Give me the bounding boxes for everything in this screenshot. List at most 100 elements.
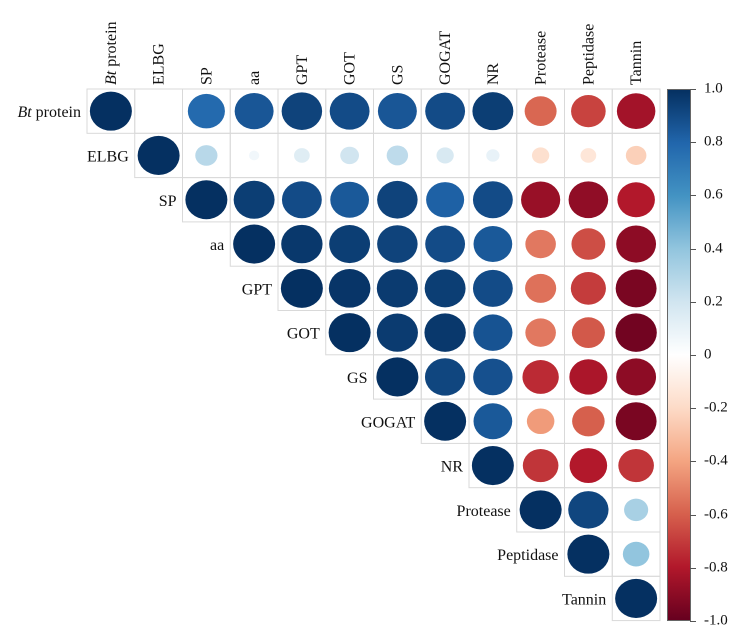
correlation-circle-aa-peptidase <box>571 228 606 260</box>
grid-cell <box>611 575 661 622</box>
row-label-elbg: ELBG <box>87 148 129 165</box>
correlation-circle-got-gogat <box>424 313 466 352</box>
correlation-circle-elbg-got <box>340 146 360 165</box>
colorbar-tick-label: 0.6 <box>704 186 723 203</box>
correlation-circle-gpt-peptidase <box>570 272 606 305</box>
correlation-circle-gogat-tannin <box>615 402 657 441</box>
row-label-gogat: GOGAT <box>361 414 415 431</box>
correlation-circle-got-peptidase <box>571 317 605 349</box>
correlation-circle-protease-protease <box>519 490 562 530</box>
correlation-circle-aa-gogat <box>425 225 466 263</box>
correlation-circle-got-got <box>328 313 371 353</box>
colorbar-tick-label: -0.6 <box>704 506 728 523</box>
column-label-sp: SP <box>198 67 215 85</box>
correlation-circle-got-nr <box>473 314 513 351</box>
correlation-circle-gpt-gogat <box>424 269 466 308</box>
column-label-bt-protein: Bt protein <box>103 21 120 85</box>
colorbar <box>667 89 691 621</box>
colorbar-tick-mark <box>690 621 696 622</box>
colorbar-tick-mark <box>690 142 696 144</box>
correlation-circle-bt-protein-gogat <box>425 92 466 130</box>
column-label-gpt: GPT <box>294 55 311 85</box>
correlation-circle-sp-got <box>330 181 369 218</box>
correlation-circle-gogat-protease <box>526 408 555 435</box>
correlation-circle-peptidase-peptidase <box>567 534 610 574</box>
column-label-protease: Protease <box>533 31 550 85</box>
correlation-circle-bt-protein-tannin <box>616 93 656 130</box>
correlation-circle-gpt-got <box>328 269 371 308</box>
row-label-got: GOT <box>287 326 320 343</box>
correlation-circle-got-tannin <box>615 313 657 352</box>
correlation-circle-protease-tannin <box>624 498 649 522</box>
correlation-circle-elbg-protease <box>531 147 550 164</box>
correlation-circle-elbg-gogat <box>436 147 454 164</box>
colorbar-tick-mark <box>690 89 696 90</box>
colorbar-tick-label: 1.0 <box>704 80 723 97</box>
column-label-elbg: ELBG <box>151 43 168 85</box>
row-label-tannin: Tannin <box>562 591 606 608</box>
correlation-circle-sp-protease <box>521 181 561 218</box>
correlation-circle-elbg-nr <box>486 149 500 162</box>
row-label-peptidase: Peptidase <box>497 547 558 564</box>
correlation-circle-gs-gogat <box>424 358 466 396</box>
row-label-protease: Protease <box>457 503 511 520</box>
correlation-circle-gpt-nr <box>472 269 513 307</box>
correlation-circle-bt-protein-sp <box>187 93 225 129</box>
correlation-circle-sp-nr <box>472 181 513 219</box>
colorbar-tick-label: 0.2 <box>704 293 723 310</box>
column-label-nr: NR <box>485 62 502 85</box>
colorbar-tick-label: -0.2 <box>704 399 728 416</box>
correlation-circle-got-gs <box>376 313 418 352</box>
correlation-circle-got-protease <box>525 318 556 347</box>
correlation-circle-aa-gpt <box>281 224 323 264</box>
correlation-circle-sp-peptidase <box>568 181 609 219</box>
colorbar-tick-label: 0.8 <box>704 133 723 150</box>
correlation-circle-gpt-gs <box>376 269 418 308</box>
correlation-circle-elbg-sp <box>195 145 218 166</box>
correlation-circle-gs-gs <box>376 357 419 397</box>
correlation-circle-nr-peptidase <box>569 448 608 484</box>
colorbar-tick-mark <box>690 514 696 516</box>
correlation-circle-nr-tannin <box>618 448 654 483</box>
column-label-gs: GS <box>389 65 406 85</box>
correlation-circle-bt-protein-bt-protein <box>89 91 132 131</box>
correlation-circle-peptidase-tannin <box>622 541 650 567</box>
colorbar-tick-label: -0.4 <box>704 452 728 469</box>
correlation-circle-gpt-tannin <box>615 269 657 308</box>
correlation-circle-sp-sp <box>185 180 228 220</box>
correlation-circle-elbg-gpt <box>294 148 310 163</box>
correlation-circle-gogat-gogat <box>424 401 467 441</box>
correlation-circle-tannin-tannin <box>615 578 658 618</box>
colorbar-tick-mark <box>690 301 696 303</box>
colorbar-tick-mark <box>690 195 696 197</box>
row-label-gs: GS <box>347 370 367 387</box>
correlation-circle-aa-tannin <box>616 225 657 263</box>
correlation-circle-gpt-protease <box>525 273 557 303</box>
correlation-circle-bt-protein-nr <box>472 92 514 131</box>
colorbar-tick-mark <box>690 567 696 569</box>
colorbar-gradient <box>667 89 691 621</box>
correlation-circle-aa-nr <box>473 226 513 263</box>
correlation-circle-nr-nr <box>471 446 514 486</box>
correlation-circle-gs-peptidase <box>569 359 608 395</box>
correlation-circle-bt-protein-gpt <box>281 92 323 130</box>
colorbar-tick-mark <box>690 248 696 250</box>
correlation-circle-aa-got <box>329 225 371 264</box>
correlation-circle-gs-tannin <box>616 358 657 396</box>
colorbar-tick-mark <box>690 461 696 463</box>
correlation-circle-aa-aa <box>233 224 276 264</box>
correlation-circle-elbg-tannin <box>625 145 647 166</box>
correlation-circle-gogat-nr <box>473 403 513 440</box>
row-label-aa: aa <box>210 237 224 254</box>
colorbar-tick-label: -0.8 <box>704 559 728 576</box>
column-label-got: GOT <box>342 52 359 85</box>
correlation-circle-gs-protease <box>522 360 559 394</box>
correlation-circle-bt-protein-protease <box>524 96 557 127</box>
correlation-circle-bt-protein-peptidase <box>571 95 606 128</box>
row-label-bt-protein: Bt protein <box>17 104 81 121</box>
colorbar-tick-label: 0 <box>704 346 712 363</box>
colorbar-tick-label: -1.0 <box>704 612 728 629</box>
correlation-circle-gogat-peptidase <box>572 406 605 437</box>
correlation-circle-nr-protease <box>522 448 559 483</box>
